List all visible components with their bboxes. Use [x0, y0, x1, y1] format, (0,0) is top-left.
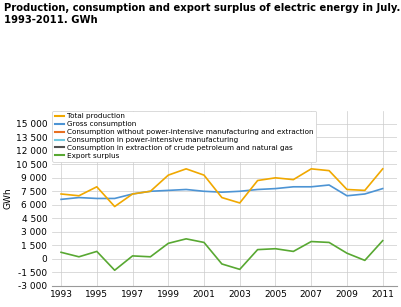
Legend: Total production, Gross consumption, Consumption without power-intensive manufac: Total production, Gross consumption, Con… [52, 111, 316, 162]
Y-axis label: GWh: GWh [4, 187, 13, 209]
Text: Production, consumption and export surplus of electric energy in July.
1993-2011: Production, consumption and export surpl… [4, 3, 400, 25]
